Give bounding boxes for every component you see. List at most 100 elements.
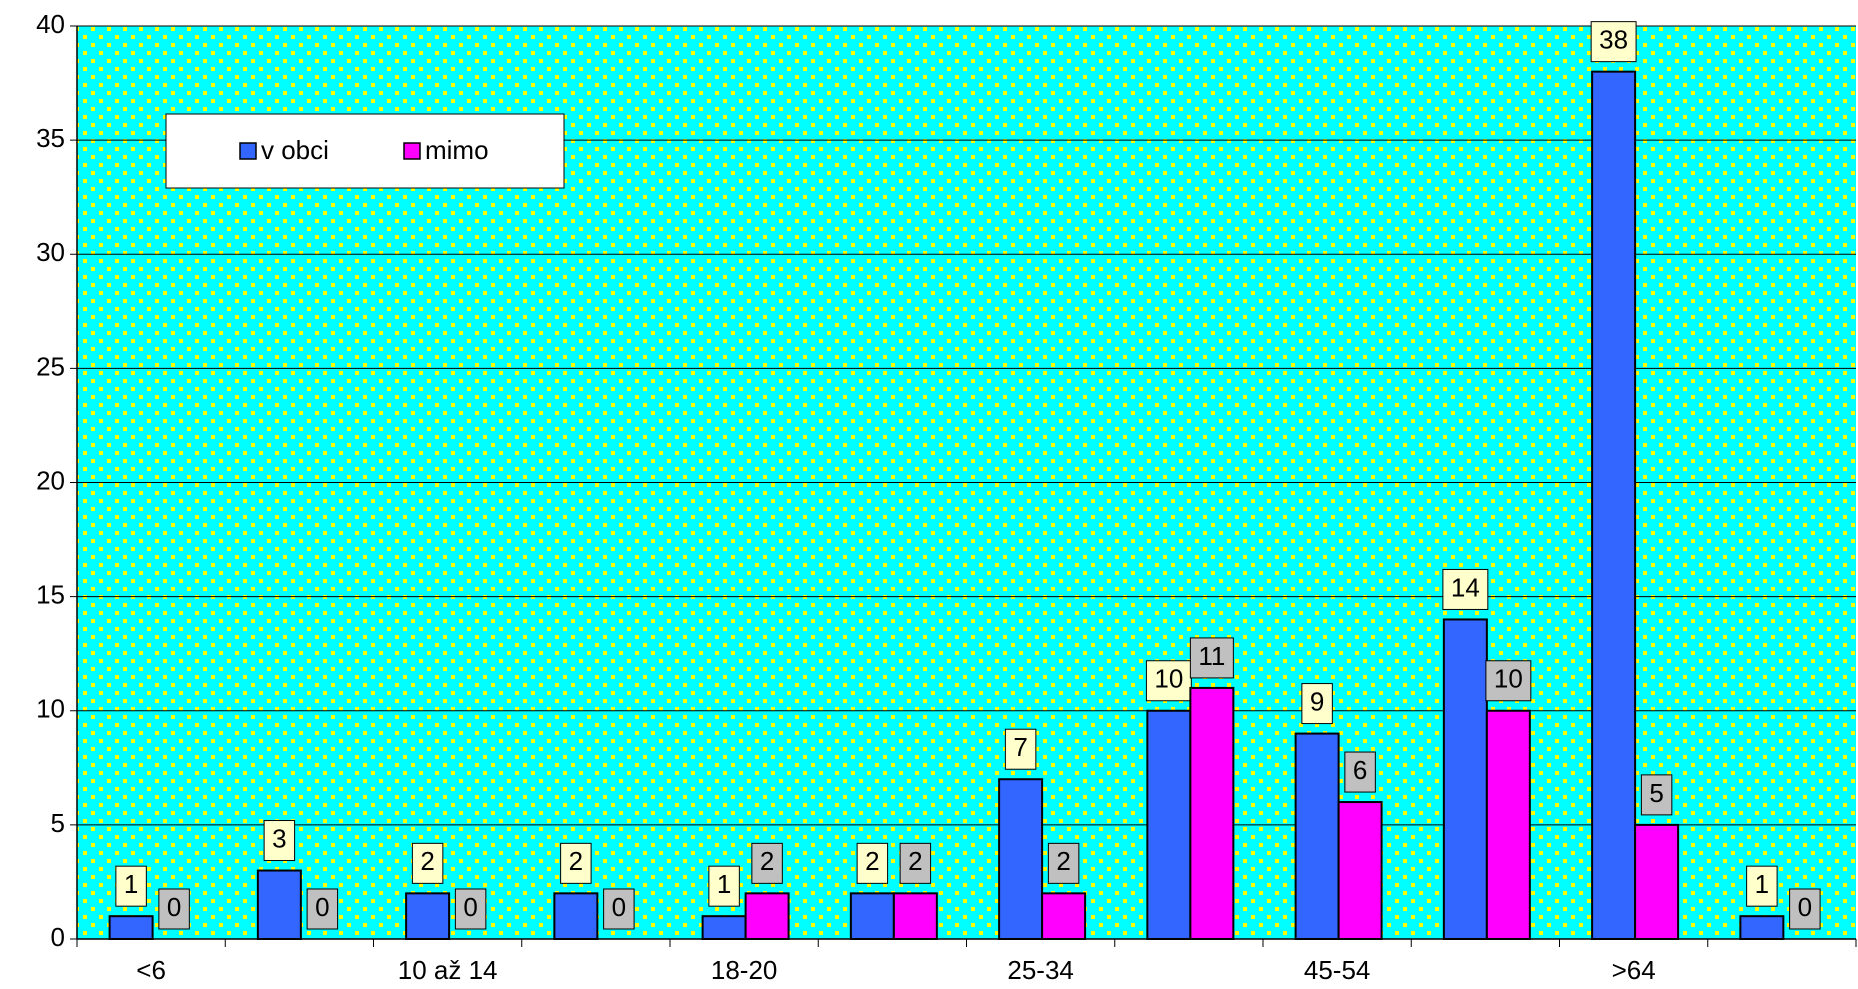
bar <box>256 869 302 941</box>
data-label: 2 <box>411 842 444 884</box>
bar <box>1442 618 1488 940</box>
data-label: 2 <box>856 842 889 884</box>
data-label-box <box>603 888 635 930</box>
y-tick-label: 20 <box>36 465 65 495</box>
data-label-text: 10 <box>1154 664 1183 694</box>
data-label: 5 <box>1640 774 1673 816</box>
data-label-text: 2 <box>865 846 879 876</box>
data-label-box <box>1746 865 1778 907</box>
data-label: 38 <box>1590 21 1637 63</box>
data-label: 10 <box>1485 660 1532 702</box>
y-tick-label: 0 <box>51 922 65 952</box>
data-label-box <box>1145 660 1192 702</box>
x-tick-label: >64 <box>1612 955 1656 985</box>
data-label: 2 <box>751 842 783 884</box>
data-label: 2 <box>1047 842 1080 884</box>
data-label-text: 2 <box>569 846 583 876</box>
data-label-text: 0 <box>612 892 626 922</box>
data-label-box <box>1047 842 1080 884</box>
bar <box>892 892 938 940</box>
data-label-box <box>560 842 592 884</box>
data-label-box <box>1590 21 1637 63</box>
data-label: 1 <box>115 865 147 907</box>
data-label-box <box>708 865 740 907</box>
data-label-box <box>263 820 296 862</box>
x-tick-label: 10 až 14 <box>398 955 498 985</box>
data-label-box <box>751 842 783 884</box>
x-tick-label: 18-20 <box>711 955 778 985</box>
data-label: 3 <box>263 820 296 862</box>
data-label: 1 <box>1746 865 1778 907</box>
y-tick-label: 25 <box>36 351 65 381</box>
data-label-text: 2 <box>760 846 774 876</box>
bar <box>1189 686 1235 940</box>
data-label-text: 0 <box>1798 892 1812 922</box>
data-label: 6 <box>1344 751 1376 793</box>
bar <box>998 778 1044 940</box>
data-label: 10 <box>1145 660 1192 702</box>
data-label-box <box>1301 683 1333 725</box>
bar <box>1294 732 1340 941</box>
data-label-text: 6 <box>1353 755 1367 785</box>
data-label-text: 14 <box>1451 572 1480 602</box>
data-label-text: 1 <box>124 869 138 899</box>
legend-swatch <box>403 142 421 160</box>
legend-label: mimo <box>425 135 489 165</box>
data-label-box <box>899 842 932 884</box>
data-label-text: 0 <box>167 892 181 922</box>
y-tick-label: 15 <box>36 580 65 610</box>
x-tick-label: 45-54 <box>1304 955 1371 985</box>
x-tick-label: <6 <box>136 955 166 985</box>
data-label: 0 <box>1789 888 1821 930</box>
data-label-box <box>1789 888 1821 930</box>
data-label-box <box>1640 774 1673 816</box>
bar <box>1337 801 1383 940</box>
bar <box>108 915 154 940</box>
y-tick-label: 35 <box>36 123 65 153</box>
data-label-text: 0 <box>315 892 329 922</box>
y-tick-label: 10 <box>36 694 65 724</box>
data-label: 9 <box>1301 683 1333 725</box>
data-label-text: 38 <box>1599 25 1628 55</box>
data-label-box <box>115 865 147 907</box>
data-label: 11 <box>1189 637 1234 679</box>
bar <box>1634 823 1680 940</box>
data-label: 7 <box>1004 728 1037 770</box>
data-label-box <box>306 888 339 930</box>
data-label-text: 5 <box>1649 778 1663 808</box>
data-label-text: 0 <box>463 892 477 922</box>
data-label-box <box>1004 728 1037 770</box>
data-label: 2 <box>560 842 592 884</box>
data-label: 14 <box>1442 568 1489 610</box>
bar <box>1591 70 1637 940</box>
data-label-text: 11 <box>1198 641 1225 671</box>
data-label-text: 7 <box>1013 732 1027 762</box>
bar <box>1485 709 1531 940</box>
data-label-box <box>1344 751 1376 793</box>
bar <box>553 892 599 940</box>
data-label-text: 1 <box>1755 869 1769 899</box>
legend-label: v obci <box>261 135 329 165</box>
bar <box>701 915 747 940</box>
data-label-text: 2 <box>1056 846 1070 876</box>
y-tick-label: 40 <box>36 9 65 39</box>
data-label-box <box>1442 568 1489 610</box>
x-tick-label: 25-34 <box>1007 955 1074 985</box>
data-label-box <box>411 842 444 884</box>
bar <box>1146 709 1192 940</box>
data-label-box <box>1485 660 1532 702</box>
bar <box>744 892 790 940</box>
bar <box>405 892 451 940</box>
y-tick-label: 30 <box>36 237 65 267</box>
data-label-box <box>158 888 190 930</box>
data-label-box <box>1189 637 1234 679</box>
legend-box <box>165 113 565 189</box>
data-label-text: 3 <box>272 823 286 853</box>
data-label-text: 2 <box>908 846 922 876</box>
bar <box>1739 915 1785 940</box>
data-label-text: 2 <box>420 846 434 876</box>
data-label-box <box>856 842 889 884</box>
data-label-text: 10 <box>1494 664 1523 694</box>
